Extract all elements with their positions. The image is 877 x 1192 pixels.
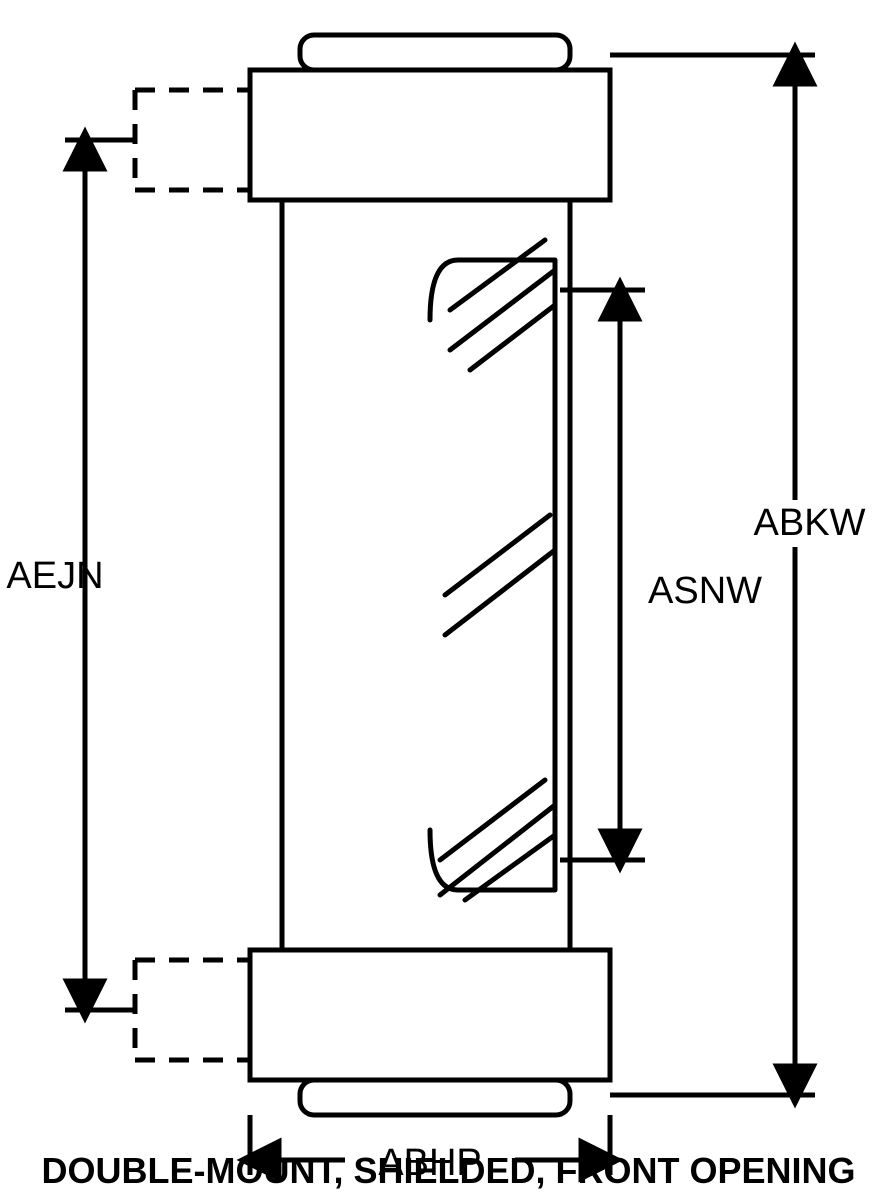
dimension-label-asnw: ASNW: [640, 570, 770, 613]
dimension-label-abkw: ABKW: [742, 500, 877, 547]
diagram-stage: AEJN ASNW ABKW ABHP DOUBLE-MOUNT, SHIELD…: [0, 0, 877, 1188]
dimension-label-aejn: AEJN: [0, 555, 110, 598]
diagram-caption: DOUBLE-MOUNT, SHIELDED, FRONT OPENING: [20, 1150, 877, 1192]
